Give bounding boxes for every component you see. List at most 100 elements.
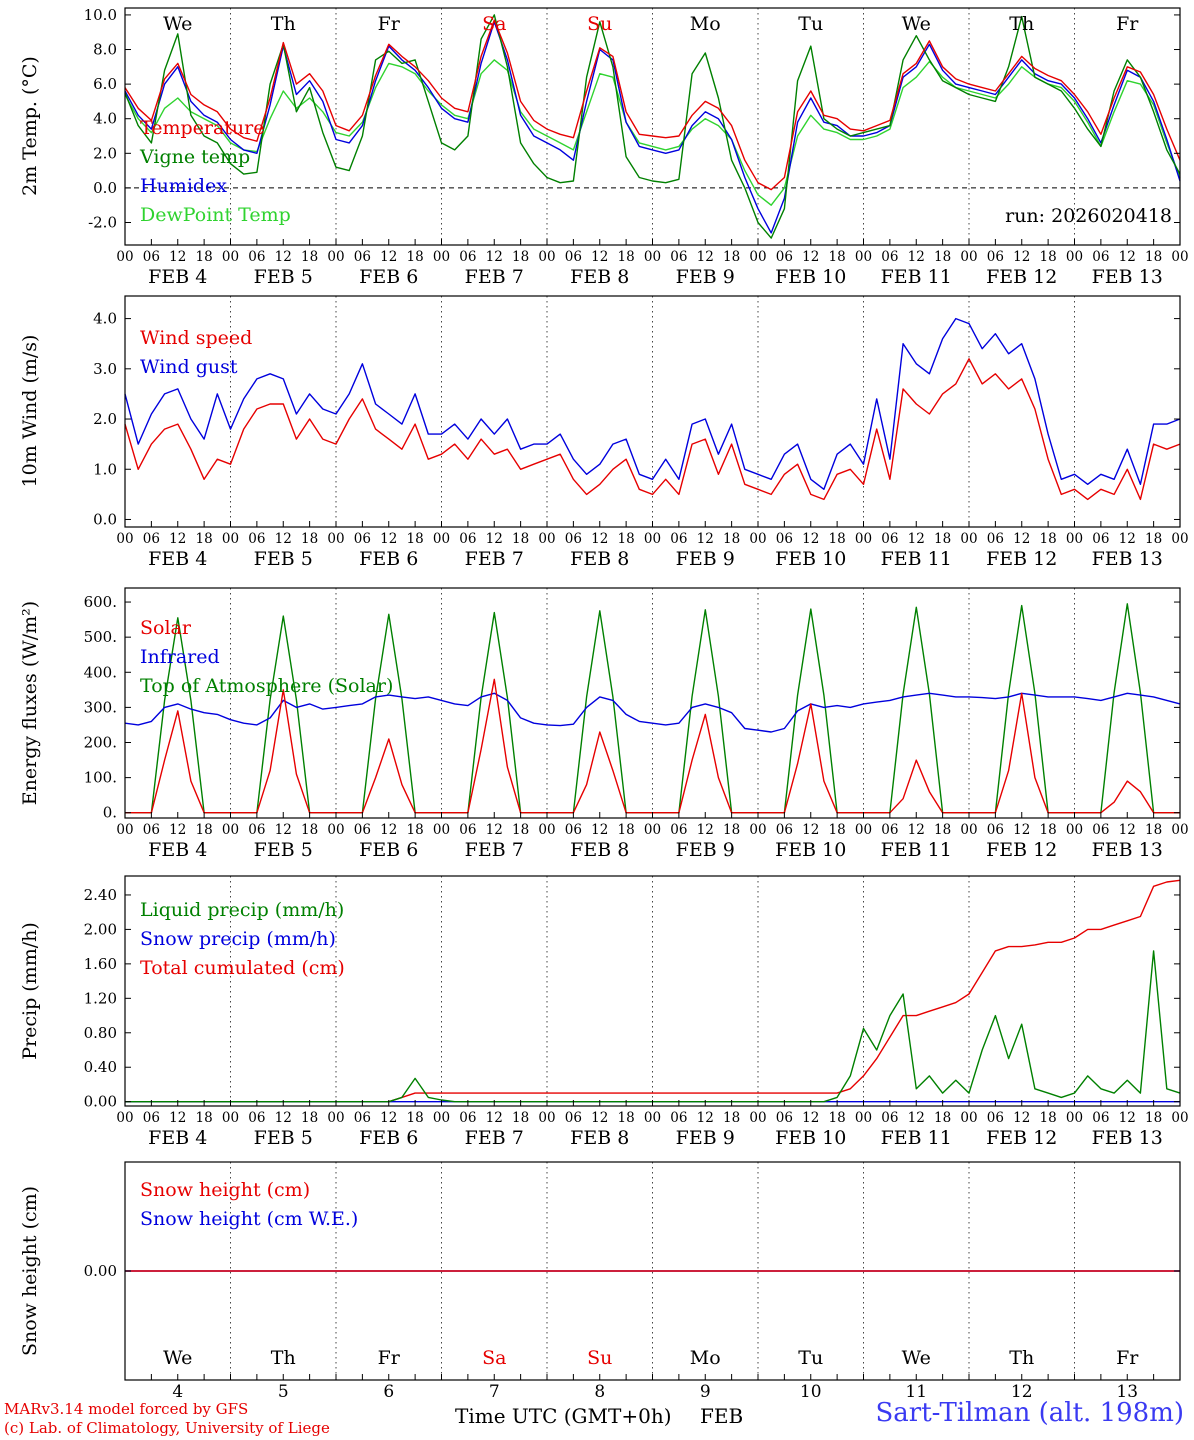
hour-tick-label: 00 <box>960 822 977 838</box>
hour-tick-label: 18 <box>512 531 529 547</box>
hour-tick-label: 00 <box>222 249 239 265</box>
date-label: FEB 6 <box>359 548 418 570</box>
legend-snow-1: Snow height (cm W.E.) <box>140 1208 358 1230</box>
hour-tick-label: 06 <box>459 531 476 547</box>
legend-temperature-0: Temperature <box>140 117 264 139</box>
hour-tick-label: 00 <box>644 1110 661 1126</box>
y-tick-label: 1.20 <box>84 989 117 1007</box>
day-number-label: 8 <box>594 1382 605 1402</box>
legend-temperature-2: Humidex <box>140 175 227 197</box>
hour-tick-label: 06 <box>1092 531 1109 547</box>
hour-tick-label: 00 <box>433 822 450 838</box>
day-name-label: Th <box>1009 1347 1034 1369</box>
hour-tick-label: 18 <box>407 822 424 838</box>
hour-tick-label: 06 <box>670 822 687 838</box>
day-name-label: We <box>902 13 931 35</box>
date-label: FEB 13 <box>1092 548 1163 570</box>
day-name-label: Su <box>587 13 612 35</box>
y-tick-label: 10.0 <box>84 6 117 24</box>
hour-tick-label: 12 <box>169 822 186 838</box>
hour-tick-label: 06 <box>1092 822 1109 838</box>
hour-tick-label: 06 <box>776 531 793 547</box>
hour-tick-label: 00 <box>116 822 133 838</box>
hour-tick-label: 12 <box>802 249 819 265</box>
panel-energy: 0. 100. 200. 300. 400. 500. 600. 00 06 12 18 00 06 12… <box>84 587 1189 861</box>
y-tick-label: -2.0 <box>88 214 117 232</box>
hour-tick-label: 06 <box>987 531 1004 547</box>
hour-tick-label: 06 <box>143 822 160 838</box>
y-tick-label: 200. <box>84 734 117 752</box>
y-axis-label-snow: Snow height (cm) <box>19 1185 41 1357</box>
hour-tick-label: 00 <box>433 249 450 265</box>
date-label: FEB 13 <box>1092 1127 1163 1149</box>
hour-tick-label: 18 <box>512 822 529 838</box>
hour-tick-label: 06 <box>776 249 793 265</box>
y-axis-label-temperature: 2m Temp. (°C) <box>19 56 41 196</box>
date-label: FEB 9 <box>676 839 735 861</box>
hour-tick-label: 12 <box>697 531 714 547</box>
hour-tick-label: 12 <box>380 249 397 265</box>
hour-tick-label: 12 <box>380 531 397 547</box>
date-label: FEB 12 <box>986 839 1057 861</box>
date-label: FEB 7 <box>465 548 524 570</box>
date-label: FEB 6 <box>359 1127 418 1149</box>
hour-tick-label: 12 <box>1119 249 1136 265</box>
hour-tick-label: 00 <box>1171 1110 1188 1126</box>
hour-tick-label: 12 <box>275 1110 292 1126</box>
hour-tick-label: 00 <box>855 1110 872 1126</box>
hour-tick-label: 18 <box>934 249 951 265</box>
hour-tick-label: 06 <box>248 531 265 547</box>
y-tick-label: 1.60 <box>84 955 117 973</box>
date-label: FEB 9 <box>676 1127 735 1149</box>
y-tick-label: 400. <box>84 663 117 681</box>
legend-precip-2: Total cumulated (cm) <box>140 957 345 979</box>
hour-tick-label: 00 <box>960 1110 977 1126</box>
legend-snow-0: Snow height (cm) <box>140 1179 310 1201</box>
legend-temperature-3: DewPoint Temp <box>140 204 291 226</box>
hour-tick-label: 18 <box>1145 249 1162 265</box>
y-tick-label: 0.00 <box>84 1093 117 1111</box>
date-label: FEB 12 <box>986 1127 1057 1149</box>
hour-tick-label: 00 <box>749 249 766 265</box>
hour-tick-label: 12 <box>908 822 925 838</box>
hour-tick-label: 12 <box>1013 249 1030 265</box>
hour-tick-label: 06 <box>354 1110 371 1126</box>
day-name-label: Th <box>1009 13 1034 35</box>
legend-energy-0: Solar <box>140 617 192 639</box>
y-tick-label: 0. <box>103 804 117 822</box>
date-label: FEB 8 <box>570 548 629 570</box>
hour-tick-label: 12 <box>169 249 186 265</box>
hour-tick-label: 12 <box>1013 822 1030 838</box>
hour-tick-label: 12 <box>697 1110 714 1126</box>
hour-tick-label: 12 <box>697 249 714 265</box>
y-axis-label-energy: Energy fluxes (W/m²) <box>19 600 41 806</box>
hour-tick-label: 18 <box>512 1110 529 1126</box>
y-tick-label: 4.0 <box>93 110 117 128</box>
date-label: FEB 13 <box>1092 839 1163 861</box>
date-label: FEB 7 <box>465 839 524 861</box>
hour-tick-label: 18 <box>512 249 529 265</box>
hour-tick-label: 18 <box>934 822 951 838</box>
hour-tick-label: 18 <box>618 249 635 265</box>
date-label: FEB 5 <box>254 266 313 288</box>
hour-tick-label: 00 <box>1066 249 1083 265</box>
hour-tick-label: 00 <box>538 531 555 547</box>
hour-tick-label: 18 <box>618 822 635 838</box>
hour-tick-label: 12 <box>908 531 925 547</box>
hour-tick-label: 12 <box>486 531 503 547</box>
hour-tick-label: 18 <box>723 1110 740 1126</box>
day-name-label: Su <box>587 1347 612 1369</box>
hour-tick-label: 00 <box>222 822 239 838</box>
date-label: FEB 5 <box>254 839 313 861</box>
hour-tick-label: 12 <box>380 1110 397 1126</box>
hour-tick-label: 12 <box>802 531 819 547</box>
hour-tick-label: 12 <box>486 1110 503 1126</box>
hour-tick-label: 18 <box>723 249 740 265</box>
hour-tick-label: 06 <box>987 1110 1004 1126</box>
day-name-label: We <box>163 1347 192 1369</box>
date-label: FEB 11 <box>881 266 952 288</box>
y-tick-label: 2.0 <box>93 144 117 162</box>
hour-tick-label: 06 <box>776 822 793 838</box>
date-label: FEB 6 <box>359 266 418 288</box>
hour-tick-label: 06 <box>565 249 582 265</box>
